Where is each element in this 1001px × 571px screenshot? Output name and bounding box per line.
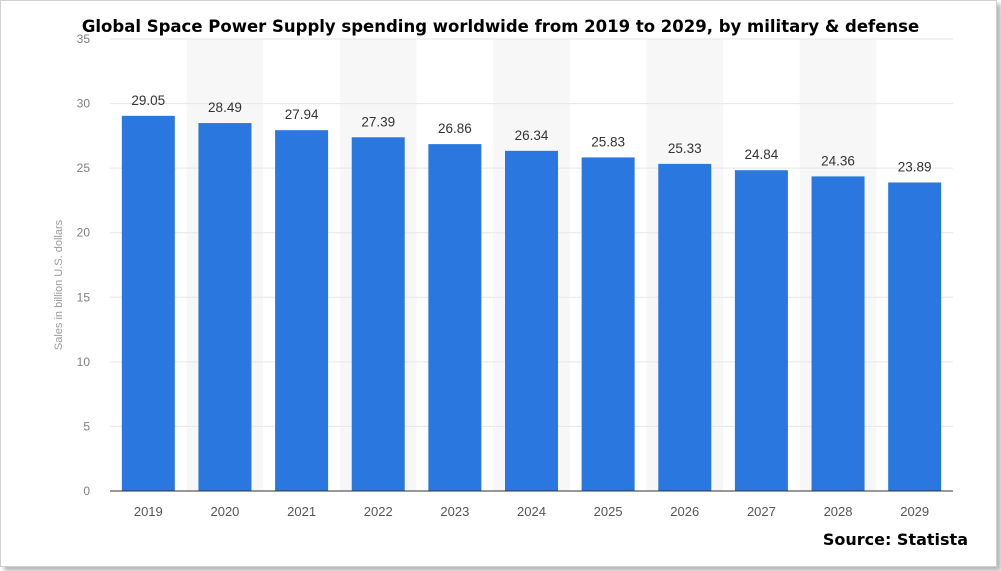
bar — [581, 157, 635, 491]
value-label: 29.05 — [131, 93, 165, 108]
x-axis-labels: 2019 2020 2021 2022 2023 2024 2025 2026 2027 2028… — [134, 504, 929, 519]
value-label: 24.84 — [745, 147, 779, 162]
value-label: 25.33 — [668, 141, 702, 156]
bar — [658, 163, 712, 491]
bars — [121, 115, 942, 492]
value-label: 28.49 — [208, 100, 242, 115]
x-tick-label: 2025 — [594, 504, 623, 519]
bar — [888, 182, 942, 491]
bar — [275, 130, 329, 491]
x-tick-label: 2024 — [517, 504, 546, 519]
source-label: Source: Statista — [822, 530, 968, 549]
x-tick-label: 2020 — [210, 504, 239, 519]
y-tick-label: 35 — [77, 32, 91, 46]
y-tick-label: 30 — [77, 97, 91, 111]
x-tick-label: 2029 — [900, 504, 929, 519]
x-tick-label: 2022 — [364, 504, 393, 519]
value-label: 27.39 — [361, 114, 395, 129]
y-axis-title: Sales in billion U.S. dollars — [53, 219, 65, 350]
value-label: 26.86 — [438, 121, 472, 136]
y-tick-label: 5 — [83, 419, 90, 433]
x-tick-label: 2023 — [440, 504, 469, 519]
x-tick-label: 2026 — [670, 504, 699, 519]
y-tick-label: 10 — [77, 355, 91, 369]
value-label: 23.89 — [898, 159, 932, 174]
value-label: 25.83 — [591, 134, 625, 149]
bar — [198, 123, 252, 492]
value-label: 26.34 — [515, 128, 549, 143]
x-tick-label: 2028 — [824, 504, 853, 519]
value-label: 27.94 — [285, 107, 319, 122]
bar — [811, 176, 865, 491]
bar — [121, 115, 175, 491]
bar — [428, 144, 482, 491]
bar — [505, 150, 558, 491]
bar — [734, 170, 788, 491]
y-tick-label: 25 — [77, 161, 91, 175]
y-tick-label: 15 — [77, 290, 91, 304]
y-tick-label: 20 — [77, 226, 91, 240]
x-tick-label: 2021 — [287, 504, 316, 519]
bar — [351, 137, 405, 491]
value-label: 24.36 — [821, 153, 855, 168]
y-axis-ticks: 0 5 10 15 20 25 30 35 — [77, 32, 91, 498]
y-tick-label: 0 — [83, 484, 90, 498]
x-tick-label: 2027 — [747, 504, 776, 519]
value-labels: 29.05 28.49 27.94 27.39 26.86 26.34 25.83 25.33… — [131, 93, 931, 175]
chart-title: Global Space Power Supply spending world… — [81, 17, 920, 36]
x-tick-label: 2019 — [134, 504, 163, 519]
